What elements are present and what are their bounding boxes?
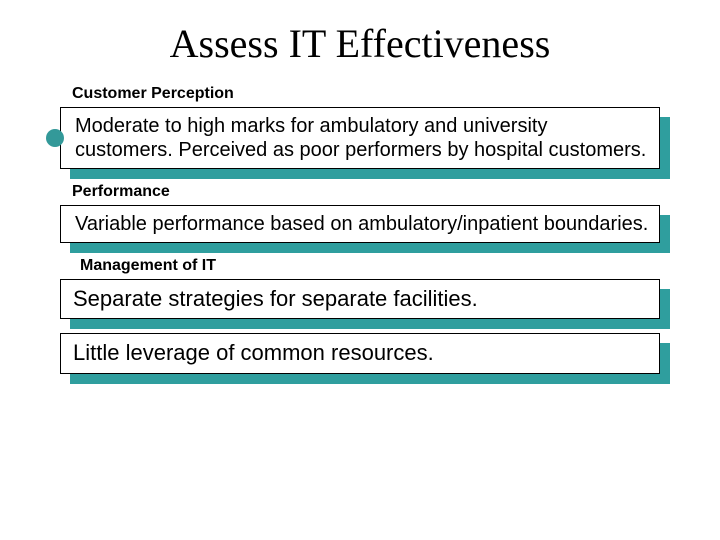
box-management-1: Separate strategies for separate facilit… — [60, 279, 660, 319]
section-label-performance: Performance — [72, 183, 660, 201]
box-performance: Variable performance based on ambulatory… — [60, 205, 660, 243]
box-management2-wrap: Little leverage of common resources. — [60, 333, 660, 373]
section-label-customer: Customer Perception — [72, 85, 660, 103]
bullet-icon — [46, 129, 64, 147]
box-customer: Moderate to high marks for ambulatory an… — [60, 107, 660, 169]
box-performance-wrap: Variable performance based on ambulatory… — [60, 205, 660, 243]
section-label-management: Management of IT — [80, 257, 660, 275]
page-title: Assess IT Effectiveness — [60, 20, 660, 67]
box-customer-wrap: Moderate to high marks for ambulatory an… — [60, 107, 660, 169]
slide: Assess IT Effectiveness Customer Percept… — [0, 0, 720, 540]
box-management-2: Little leverage of common resources. — [60, 333, 660, 373]
box-management1-wrap: Separate strategies for separate facilit… — [60, 279, 660, 319]
